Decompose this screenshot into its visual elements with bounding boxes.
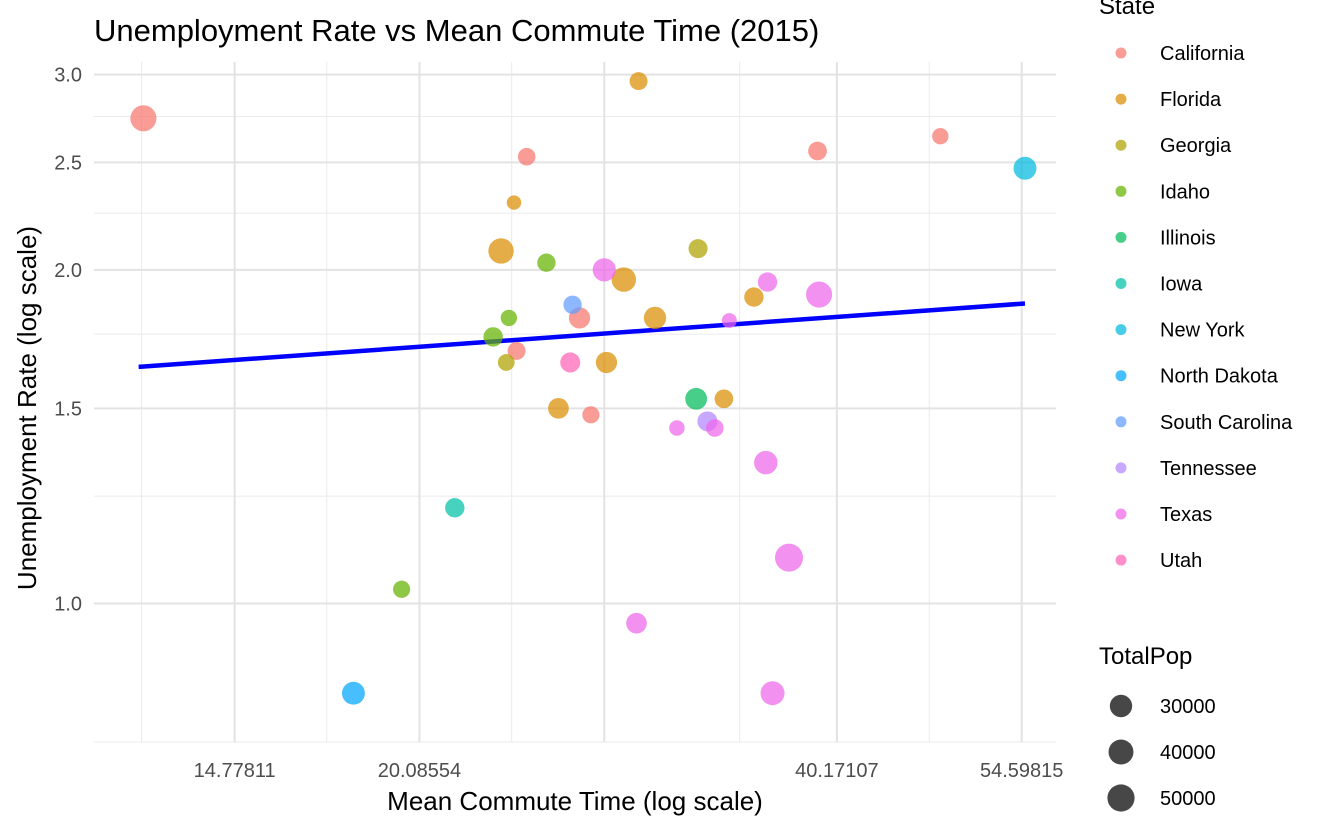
legend-label: Tennessee	[1160, 458, 1257, 480]
data-point-florida	[714, 389, 734, 409]
y-axis-label: Unemployment Rate (log scale)	[12, 226, 42, 590]
legend-label: Idaho	[1160, 181, 1210, 203]
legend-key-dot	[1115, 185, 1127, 197]
data-point-idaho	[537, 253, 556, 272]
data-point-illinois	[685, 387, 708, 410]
data-point-florida	[506, 195, 522, 210]
x-tick-label: 20.08554	[378, 760, 461, 782]
x-tick-label: 54.59815	[980, 760, 1063, 782]
data-point-florida	[643, 306, 667, 330]
legend-key-dot	[1115, 416, 1127, 428]
legend-label: Georgia	[1160, 135, 1232, 157]
legend-label: South Carolina	[1160, 412, 1293, 434]
size-legend-label: 40000	[1160, 742, 1216, 764]
size-legend-label: 30000	[1160, 696, 1216, 718]
data-point-florida	[488, 238, 514, 264]
size-legend-items: 30000 40000 50000	[1107, 694, 1216, 812]
data-point-texas	[626, 612, 647, 634]
data-point-texas	[721, 313, 737, 329]
data-point-california	[932, 128, 949, 145]
data-point-new-york	[1013, 156, 1037, 180]
data-point-california	[507, 341, 526, 360]
data-point-idaho	[393, 580, 411, 598]
data-point-florida	[744, 287, 764, 307]
data-points-layer	[130, 72, 1037, 706]
data-point-florida	[629, 72, 648, 91]
data-point-north-dakota	[341, 681, 365, 705]
legend-label: New York	[1160, 320, 1245, 342]
data-point-idaho	[483, 327, 503, 347]
size-legend-key-dot	[1108, 739, 1134, 765]
data-point-california	[808, 141, 827, 161]
data-point-texas	[757, 272, 778, 292]
trend-line-layer	[138, 301, 1026, 370]
data-point-texas	[669, 420, 685, 436]
y-tick-label: 2.5	[54, 152, 82, 174]
y-tick-label: 1.0	[54, 594, 82, 616]
legend-label: Florida	[1160, 89, 1222, 111]
legend-key-dot	[1115, 139, 1127, 151]
size-legend-key-dot	[1107, 784, 1135, 812]
size-legend-label: 50000	[1160, 788, 1216, 810]
legend-label: Texas	[1160, 504, 1212, 526]
data-point-texas	[592, 258, 616, 282]
data-point-texas	[774, 543, 803, 572]
color-legend-title: State	[1099, 0, 1155, 20]
data-point-florida	[611, 267, 637, 292]
y-axis-tick-labels: 1.0 1.5 2.0 2.5 3.0	[54, 65, 82, 616]
data-point-florida	[595, 351, 618, 374]
color-legend: State California Florida Georgia Idaho Illin…	[1099, 0, 1293, 572]
legend-key-dot	[1115, 554, 1127, 566]
size-legend-key-dot	[1109, 694, 1133, 718]
legend-label: California	[1160, 43, 1245, 65]
data-point-texas	[706, 419, 724, 437]
data-point-iowa	[445, 498, 465, 518]
data-point-texas	[806, 281, 833, 308]
legend-key-dot	[1115, 47, 1127, 59]
data-point-california	[130, 105, 157, 132]
data-point-california	[517, 147, 536, 166]
legend-key-dot	[1115, 370, 1127, 382]
legend-label: Iowa	[1160, 274, 1203, 296]
size-legend-title: TotalPop	[1099, 643, 1192, 670]
data-point-texas	[754, 450, 778, 475]
data-point-south-carolina	[563, 295, 582, 314]
data-point-georgia	[688, 239, 708, 259]
data-point-idaho	[500, 309, 518, 327]
legend-key-dot	[1115, 324, 1127, 336]
y-tick-label: 1.5	[54, 398, 82, 420]
color-legend-items: California Florida Georgia Idaho Illinois Iow…	[1115, 43, 1293, 572]
x-tick-label: 14.77811	[194, 760, 276, 782]
legend-label: North Dakota	[1160, 366, 1279, 388]
y-tick-label: 3.0	[54, 65, 82, 87]
size-legend: TotalPop 30000 40000 50000	[1099, 643, 1216, 812]
chart-title: Unemployment Rate vs Mean Commute Time (…	[94, 13, 819, 48]
legend-key-dot	[1115, 231, 1127, 243]
data-point-florida	[548, 398, 569, 419]
legend-key-dot	[1115, 462, 1127, 474]
x-axis-label: Mean Commute Time (log scale)	[387, 786, 763, 816]
x-tick-label: 40.17107	[795, 760, 878, 782]
legend-key-dot	[1115, 93, 1127, 105]
legend-key-dot	[1115, 278, 1127, 289]
legend-label: Utah	[1160, 550, 1202, 572]
trend-line	[138, 301, 1026, 370]
plot-grid	[94, 62, 1056, 743]
x-axis-tick-labels: 14.77811 20.08554 40.17107 54.59815	[194, 760, 1064, 782]
legend-key-dot	[1115, 508, 1127, 520]
legend-label: Illinois	[1160, 227, 1216, 249]
data-point-texas	[760, 681, 785, 706]
y-tick-label: 2.0	[54, 260, 82, 282]
data-point-georgia	[497, 354, 515, 371]
data-point-utah	[560, 352, 581, 373]
data-point-california	[582, 406, 600, 424]
